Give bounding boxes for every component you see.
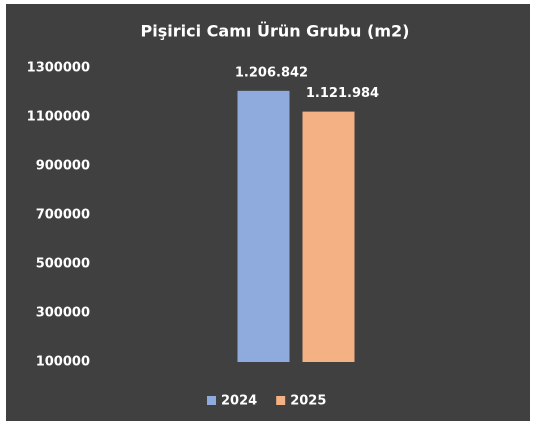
y-tick-label: 500000 xyxy=(36,257,90,272)
bar xyxy=(302,111,355,362)
y-tick-label: 700000 xyxy=(36,208,90,223)
legend-swatch xyxy=(207,396,216,405)
legend-label: 2024 xyxy=(221,394,257,409)
legend-swatch xyxy=(276,396,286,405)
y-tick-label: 1300000 xyxy=(27,61,90,76)
bar xyxy=(237,90,290,363)
y-tick-label: 300000 xyxy=(36,306,90,321)
data-label: 1.121.984 xyxy=(306,86,379,101)
data-label: 1.206.842 xyxy=(235,65,308,80)
y-tick-label: 900000 xyxy=(36,159,90,174)
y-tick-label: 100000 xyxy=(36,355,90,370)
y-tick-label: 1100000 xyxy=(27,110,90,125)
legend-label: 2025 xyxy=(290,394,326,409)
chart-title: Pişirici Camı Ürün Grubu (m2) xyxy=(141,22,410,41)
